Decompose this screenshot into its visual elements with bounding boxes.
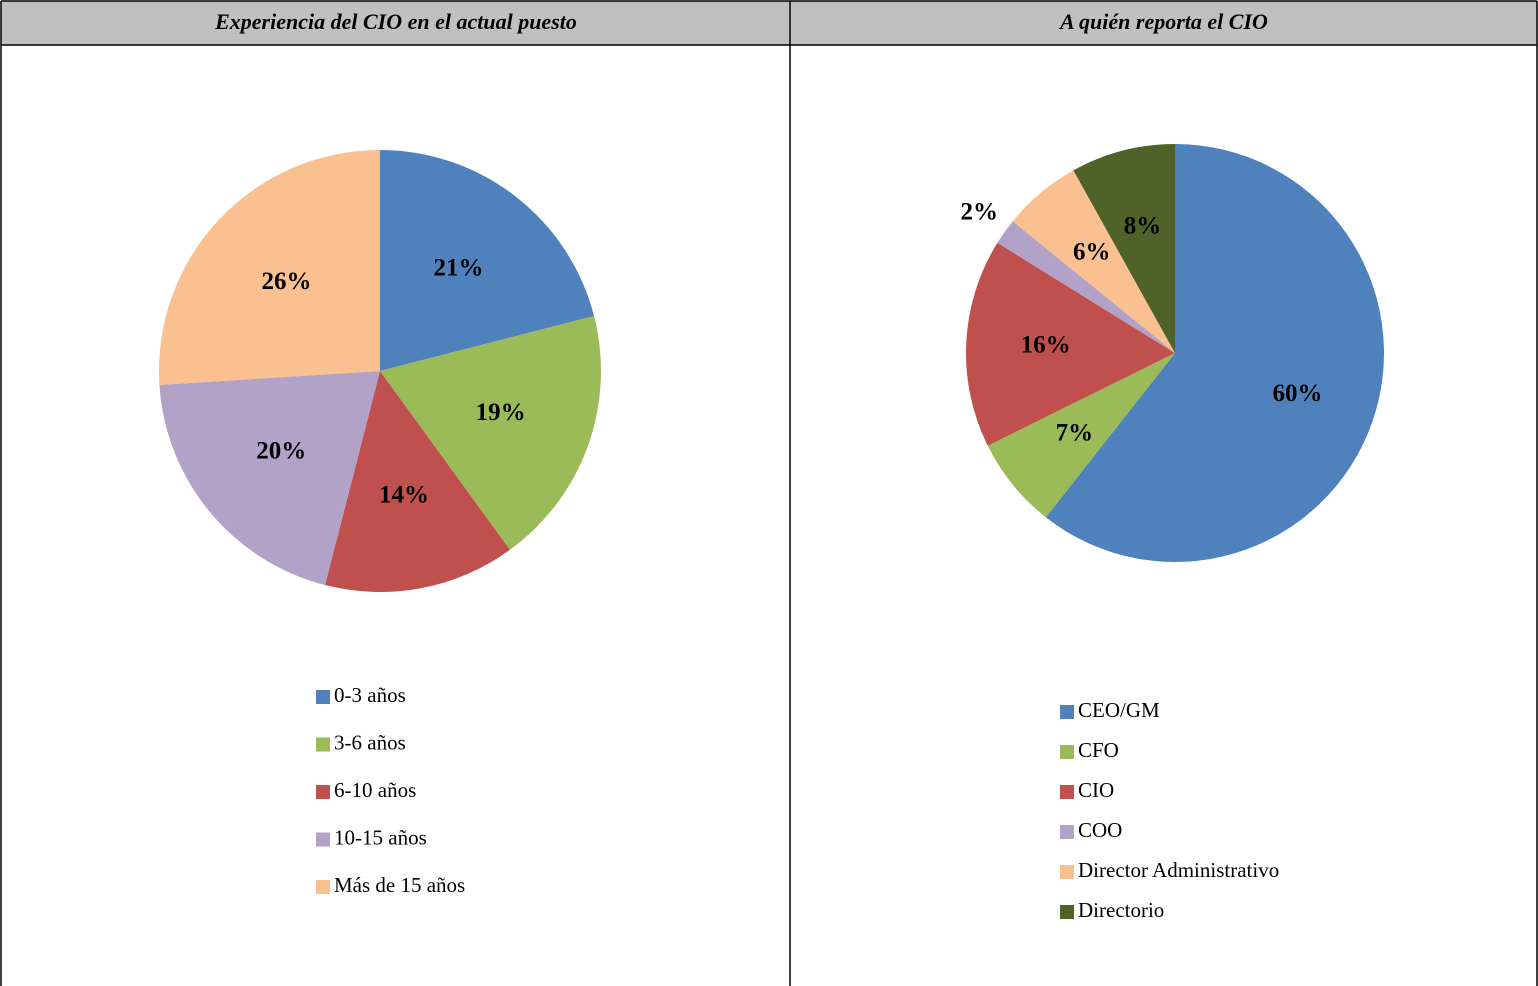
legend-label: COO bbox=[1078, 818, 1122, 842]
pie-slice bbox=[380, 316, 602, 550]
pie-slice bbox=[1073, 144, 1175, 353]
pie-slice bbox=[966, 242, 1175, 446]
legend-swatch bbox=[316, 880, 330, 894]
pie-slice bbox=[1012, 170, 1175, 353]
legend-swatch bbox=[316, 785, 330, 799]
pie-slice bbox=[159, 371, 380, 586]
data-label: 16% bbox=[1021, 332, 1071, 359]
pie-slice bbox=[987, 353, 1175, 518]
data-label: 20% bbox=[256, 437, 306, 464]
data-label: 21% bbox=[434, 254, 484, 281]
legend-label: 3-6 años bbox=[334, 730, 406, 754]
legend-swatch bbox=[316, 690, 330, 704]
data-label: 26% bbox=[262, 268, 312, 295]
legend-label: 0-3 años bbox=[334, 683, 406, 707]
legend-swatch bbox=[1060, 745, 1074, 759]
data-label: 6% bbox=[1073, 238, 1111, 265]
data-label: 14% bbox=[379, 482, 429, 509]
pie-slice bbox=[325, 371, 510, 592]
data-label: 2% bbox=[960, 198, 998, 225]
legend-label: 10-15 años bbox=[334, 825, 427, 849]
data-label: 19% bbox=[476, 399, 526, 426]
legend-swatch bbox=[1060, 785, 1074, 799]
legend-label: Directorio bbox=[1078, 898, 1164, 922]
legend-label: CIO bbox=[1078, 778, 1114, 802]
legend-label: CEO/GM bbox=[1078, 698, 1160, 722]
pie-slice bbox=[159, 150, 380, 385]
legend-swatch bbox=[1060, 905, 1074, 919]
legend-label: CFO bbox=[1078, 738, 1119, 762]
data-label: 7% bbox=[1056, 419, 1094, 446]
data-label: 8% bbox=[1124, 212, 1162, 239]
legend-swatch bbox=[1060, 825, 1074, 839]
chart-title: Experiencia del CIO en el actual puesto bbox=[214, 9, 577, 34]
chart-title: A quién reporta el CIO bbox=[1058, 9, 1268, 34]
legend-label: Más de 15 años bbox=[334, 873, 465, 897]
legend-swatch bbox=[316, 832, 330, 847]
legend-swatch bbox=[316, 737, 330, 752]
legend-label: 6-10 años bbox=[334, 778, 416, 802]
legend-swatch bbox=[1060, 705, 1074, 719]
legend-label: Director Administrativo bbox=[1078, 858, 1279, 882]
pie-slice bbox=[997, 221, 1175, 353]
data-label: 60% bbox=[1272, 380, 1322, 407]
legend-swatch bbox=[1060, 865, 1074, 879]
pie-slice bbox=[380, 150, 595, 371]
header-row bbox=[1, 1, 1537, 45]
pie-slice bbox=[1045, 144, 1384, 562]
